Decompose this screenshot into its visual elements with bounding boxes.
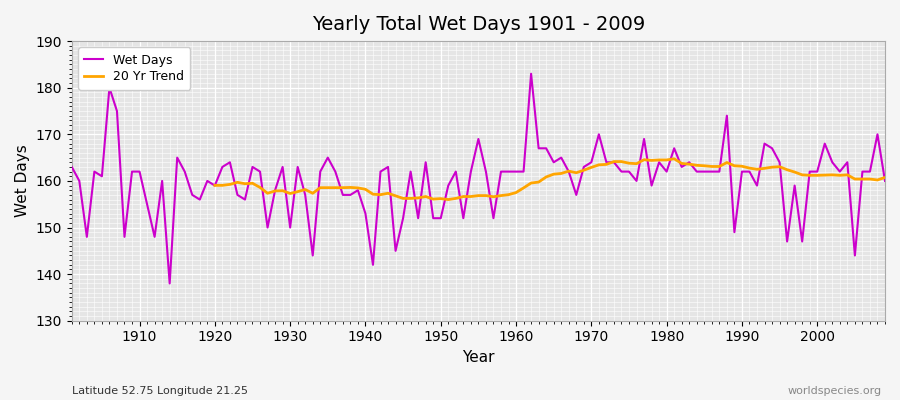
20 Yr Trend <box>518 186 529 190</box>
Text: Latitude 52.75 Longitude 21.25: Latitude 52.75 Longitude 21.25 <box>72 386 248 396</box>
Legend: Wet Days, 20 Yr Trend: Wet Days, 20 Yr Trend <box>78 47 190 90</box>
Line: Wet Days: Wet Days <box>72 74 885 284</box>
Wet Days <box>616 169 627 174</box>
Y-axis label: Wet Days: Wet Days <box>15 144 30 217</box>
Wet Days <box>510 169 521 174</box>
Wet Days <box>518 169 529 174</box>
Wet Days <box>345 192 356 197</box>
20 Yr Trend <box>842 172 853 177</box>
Wet Days <box>67 164 77 169</box>
X-axis label: Year: Year <box>462 350 495 365</box>
Wet Days <box>165 281 176 286</box>
Wet Days <box>127 169 138 174</box>
20 Yr Trend <box>819 173 830 178</box>
Wet Days <box>526 71 536 76</box>
20 Yr Trend <box>879 175 890 180</box>
Wet Days <box>300 192 310 197</box>
20 Yr Trend <box>307 191 318 196</box>
Title: Yearly Total Wet Days 1901 - 2009: Yearly Total Wet Days 1901 - 2009 <box>311 15 645 34</box>
20 Yr Trend <box>277 188 288 193</box>
Line: 20 Yr Trend: 20 Yr Trend <box>215 159 885 200</box>
20 Yr Trend <box>579 168 590 172</box>
Text: worldspecies.org: worldspecies.org <box>788 386 882 396</box>
Wet Days <box>879 178 890 183</box>
